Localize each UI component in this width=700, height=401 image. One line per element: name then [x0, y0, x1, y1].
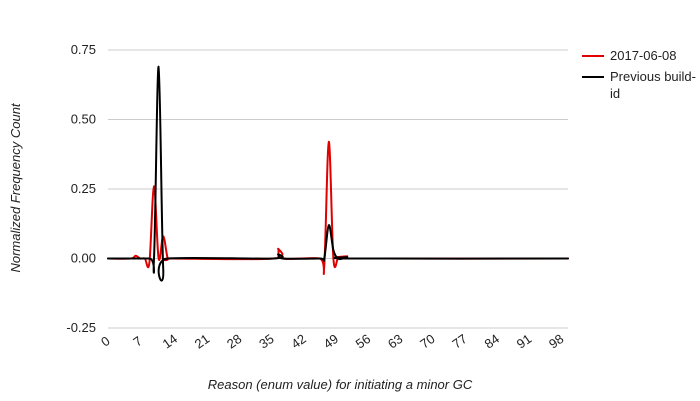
x-tick-label-8: 56: [353, 331, 373, 352]
series-line-2: [107, 65, 569, 282]
x-tick-label-12: 84: [482, 331, 502, 352]
x-tick-label-4: 28: [224, 331, 244, 352]
x-axis: 0 7 14 21 28 35 42 49 56 63 70 77 84 91 98: [98, 331, 566, 352]
y-tick-label-4: -0.25: [66, 320, 96, 335]
x-tick-label-11: 77: [449, 331, 469, 352]
y-axis: 0.75 0.50 0.25 0.00 -0.25: [66, 42, 96, 335]
x-tick-label-2: 14: [160, 331, 180, 352]
x-tick-label-14: 98: [546, 331, 566, 352]
y-tick-label-2: 0.25: [71, 181, 96, 196]
x-tick-label-10: 70: [417, 331, 437, 352]
x-axis-title: Reason (enum value) for initiating a min…: [208, 377, 473, 392]
x-tick-label-5: 35: [256, 331, 276, 352]
series-line-1: [107, 140, 569, 275]
x-tick-label-3: 21: [192, 331, 212, 352]
x-tick-label-6: 42: [288, 331, 308, 352]
x-tick-label-7: 49: [321, 331, 341, 352]
x-tick-label-1: 7: [130, 333, 145, 349]
legend: 2017-06-08 Previous build- id: [582, 48, 700, 101]
y-tick-label-3: 0.00: [71, 251, 96, 266]
grid: [108, 49, 568, 329]
y-tick-label-1: 0.50: [71, 112, 96, 127]
x-tick-label-9: 63: [385, 331, 405, 352]
x-tick-label-13: 91: [514, 331, 534, 352]
x-tick-label-0: 0: [98, 333, 113, 349]
legend-label-series-2: Previous build- id: [610, 69, 700, 101]
legend-label-series-1: 2017-06-08: [610, 48, 677, 63]
y-tick-label-0: 0.75: [71, 42, 96, 57]
y-axis-title: Normalized Frequency Count: [8, 102, 23, 272]
plot-area: [107, 65, 569, 282]
